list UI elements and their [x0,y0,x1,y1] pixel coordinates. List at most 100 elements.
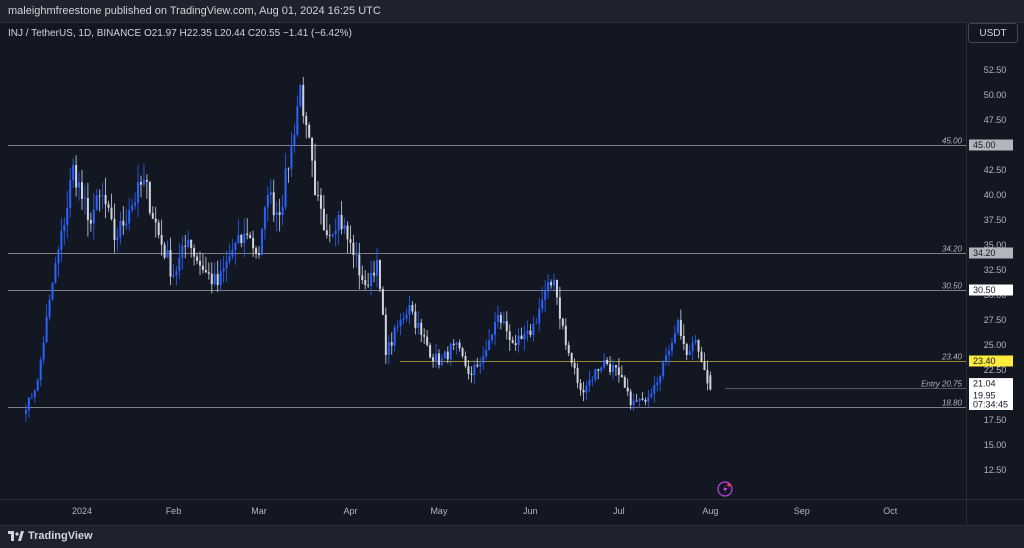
price-tick: 50.00 [984,90,1007,100]
candle-body [473,364,476,375]
candle-body [673,333,676,343]
candle-body [452,343,455,345]
candle-body [479,363,482,367]
candle-body [255,248,258,254]
price-tags: 45.0034.2030.5023.4021.0420.5507:34:4519… [969,139,1013,410]
time-tick: Jul [613,506,625,516]
candle-body [60,230,63,250]
candle-body [381,288,384,315]
candle-body [66,207,69,225]
candle-body [494,321,496,335]
candle-body [393,327,396,346]
candle-body [305,116,308,125]
candle-body [281,207,284,215]
candle-body [302,85,305,117]
candle-body [349,239,352,243]
candle-body [317,195,319,196]
candle-body [204,270,207,273]
candle-body [402,318,405,320]
candle-body [122,220,125,226]
candle-body [591,379,594,381]
candle-body [694,340,697,343]
candle-body [89,220,92,224]
candle-body [378,260,381,289]
candle-body [629,391,632,405]
candle-body [396,326,399,328]
candle-body [319,195,322,209]
time-tick: Oct [883,506,898,516]
candle-body [387,342,390,355]
price-tick: 42.50 [984,165,1007,175]
chart-area[interactable]: 45.00 34.20 30.50 23.40 Entry 20.75 18.80 12.… [0,22,1024,525]
candle-body [63,225,66,231]
candle-body [485,350,488,357]
candle-body [151,212,154,219]
candle-body [125,223,128,226]
candle-body [458,342,461,349]
candle-body [408,305,411,315]
candle-body [612,365,614,372]
candle-body [299,85,302,107]
candle-body [437,353,440,365]
candle-body [216,274,219,285]
price-tick: 40.00 [984,190,1007,200]
candle-body [228,256,231,262]
candle-body [98,195,101,197]
candle-body [709,375,712,390]
candle-body [184,245,187,247]
candle-body [697,340,700,352]
candle-body [27,397,30,410]
candle-body [432,357,435,362]
candle-body [160,235,163,245]
candle-body [154,218,157,223]
candle-body [266,195,269,208]
candle-body [296,106,299,135]
candle-body [614,365,617,368]
candle-body [163,244,166,258]
price-tag-bg [969,247,1013,259]
candle-body [308,125,311,138]
flash-icon [717,481,733,497]
candle-body [361,275,364,281]
candle-body [443,351,446,359]
candle-body [547,282,550,291]
candle-body [523,333,526,340]
price-chart[interactable]: 45.00 34.20 30.50 23.40 Entry 20.75 18.80 12.… [0,22,1024,525]
time-tick: May [430,506,448,516]
price-tick: 15.00 [984,440,1007,450]
level-label: 45.00 [942,137,963,146]
candle-body [39,359,42,380]
candle-body [582,390,585,393]
candle-body [119,220,122,238]
candle-body [585,385,588,393]
price-tick: 27.50 [984,315,1007,325]
price-tag-text: 30.50 [973,285,996,295]
price-tick: 25.00 [984,340,1007,350]
candle-body [558,297,561,319]
candle-body [529,330,532,335]
footer-bar: TradingView [0,525,1024,548]
time-tick: Apr [343,506,357,516]
candle-body [30,397,33,399]
candle-body [322,208,325,231]
candle-body [337,215,340,231]
currency-button[interactable]: USDT [968,23,1018,43]
candle-body [390,342,393,346]
candle-body [446,351,449,360]
candle-body [358,254,361,276]
candle-body [464,356,467,367]
candle-body [691,342,694,352]
candle-body [54,263,57,283]
candle-body [51,282,54,300]
candle-body [597,369,600,371]
candle-body [700,351,703,362]
candle-body [373,272,376,276]
countdown-text: 07:34:45 [973,400,1008,410]
candle-body [196,256,199,261]
countdown-bg [969,399,1013,410]
candle-body [688,351,691,355]
price-axis: 12.5015.0017.5020.0022.5025.0027.5030.00… [984,65,1007,475]
candle-body [647,396,650,402]
candle-body [252,238,255,249]
candle-body [514,343,517,345]
